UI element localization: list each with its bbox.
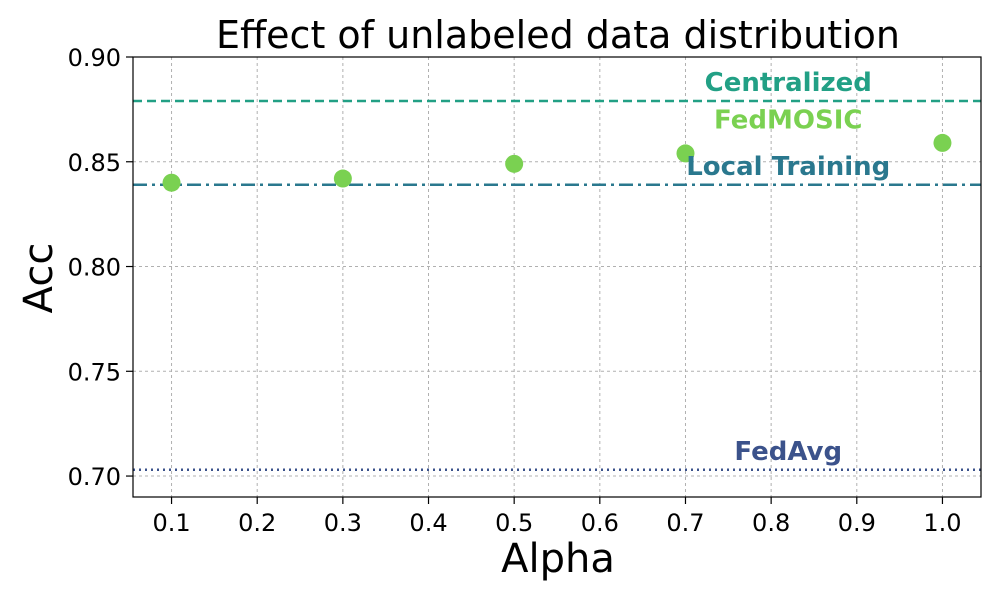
data-point-fedmosic — [676, 144, 695, 163]
x-axis-label: Alpha — [501, 536, 615, 582]
scatter-points — [162, 133, 952, 192]
x-tick-label: 0.5 — [495, 509, 533, 537]
local-training-label: Local Training — [686, 152, 890, 182]
y-tick-label: 0.80 — [68, 254, 121, 282]
x-tick-label: 1.0 — [923, 509, 961, 537]
x-tick-label: 0.2 — [238, 509, 276, 537]
y-axis-label: Acc — [16, 243, 62, 314]
x-tick-label: 0.7 — [666, 509, 704, 537]
chart-title: Effect of unlabeled data distribution — [216, 13, 900, 57]
data-point-fedmosic — [333, 169, 352, 188]
x-tick-label: 0.3 — [324, 509, 362, 537]
x-tick-label: 0.4 — [409, 509, 447, 537]
centralized-label: Centralized — [705, 68, 872, 98]
fedavg-label: FedAvg — [734, 437, 842, 467]
y-tick-label: 0.70 — [68, 463, 121, 491]
grid — [133, 56, 981, 497]
data-point-fedmosic — [933, 133, 952, 152]
y-axis-ticks: 0.70 0.75 0.80 0.85 0.90 — [68, 44, 133, 491]
x-tick-label: 0.9 — [838, 509, 876, 537]
x-tick-label: 0.1 — [152, 509, 190, 537]
fedmosic-label: FedMOSIC — [714, 106, 862, 136]
x-tick-label: 0.6 — [581, 509, 619, 537]
y-tick-label: 0.85 — [68, 149, 121, 177]
reference-lines — [133, 99, 981, 472]
data-point-fedmosic — [505, 154, 524, 173]
y-tick-label: 0.75 — [68, 358, 121, 386]
data-point-fedmosic — [162, 173, 181, 192]
annotations: Centralized Local Training FedAvg FedMOSIC — [686, 68, 890, 467]
x-axis-ticks: 0.1 0.2 0.3 0.4 0.5 0.6 0.7 0.8 0.9 1.0 — [152, 497, 962, 537]
x-tick-label: 0.8 — [752, 509, 790, 537]
plot-frame — [132, 56, 982, 498]
y-tick-label: 0.90 — [68, 44, 121, 72]
